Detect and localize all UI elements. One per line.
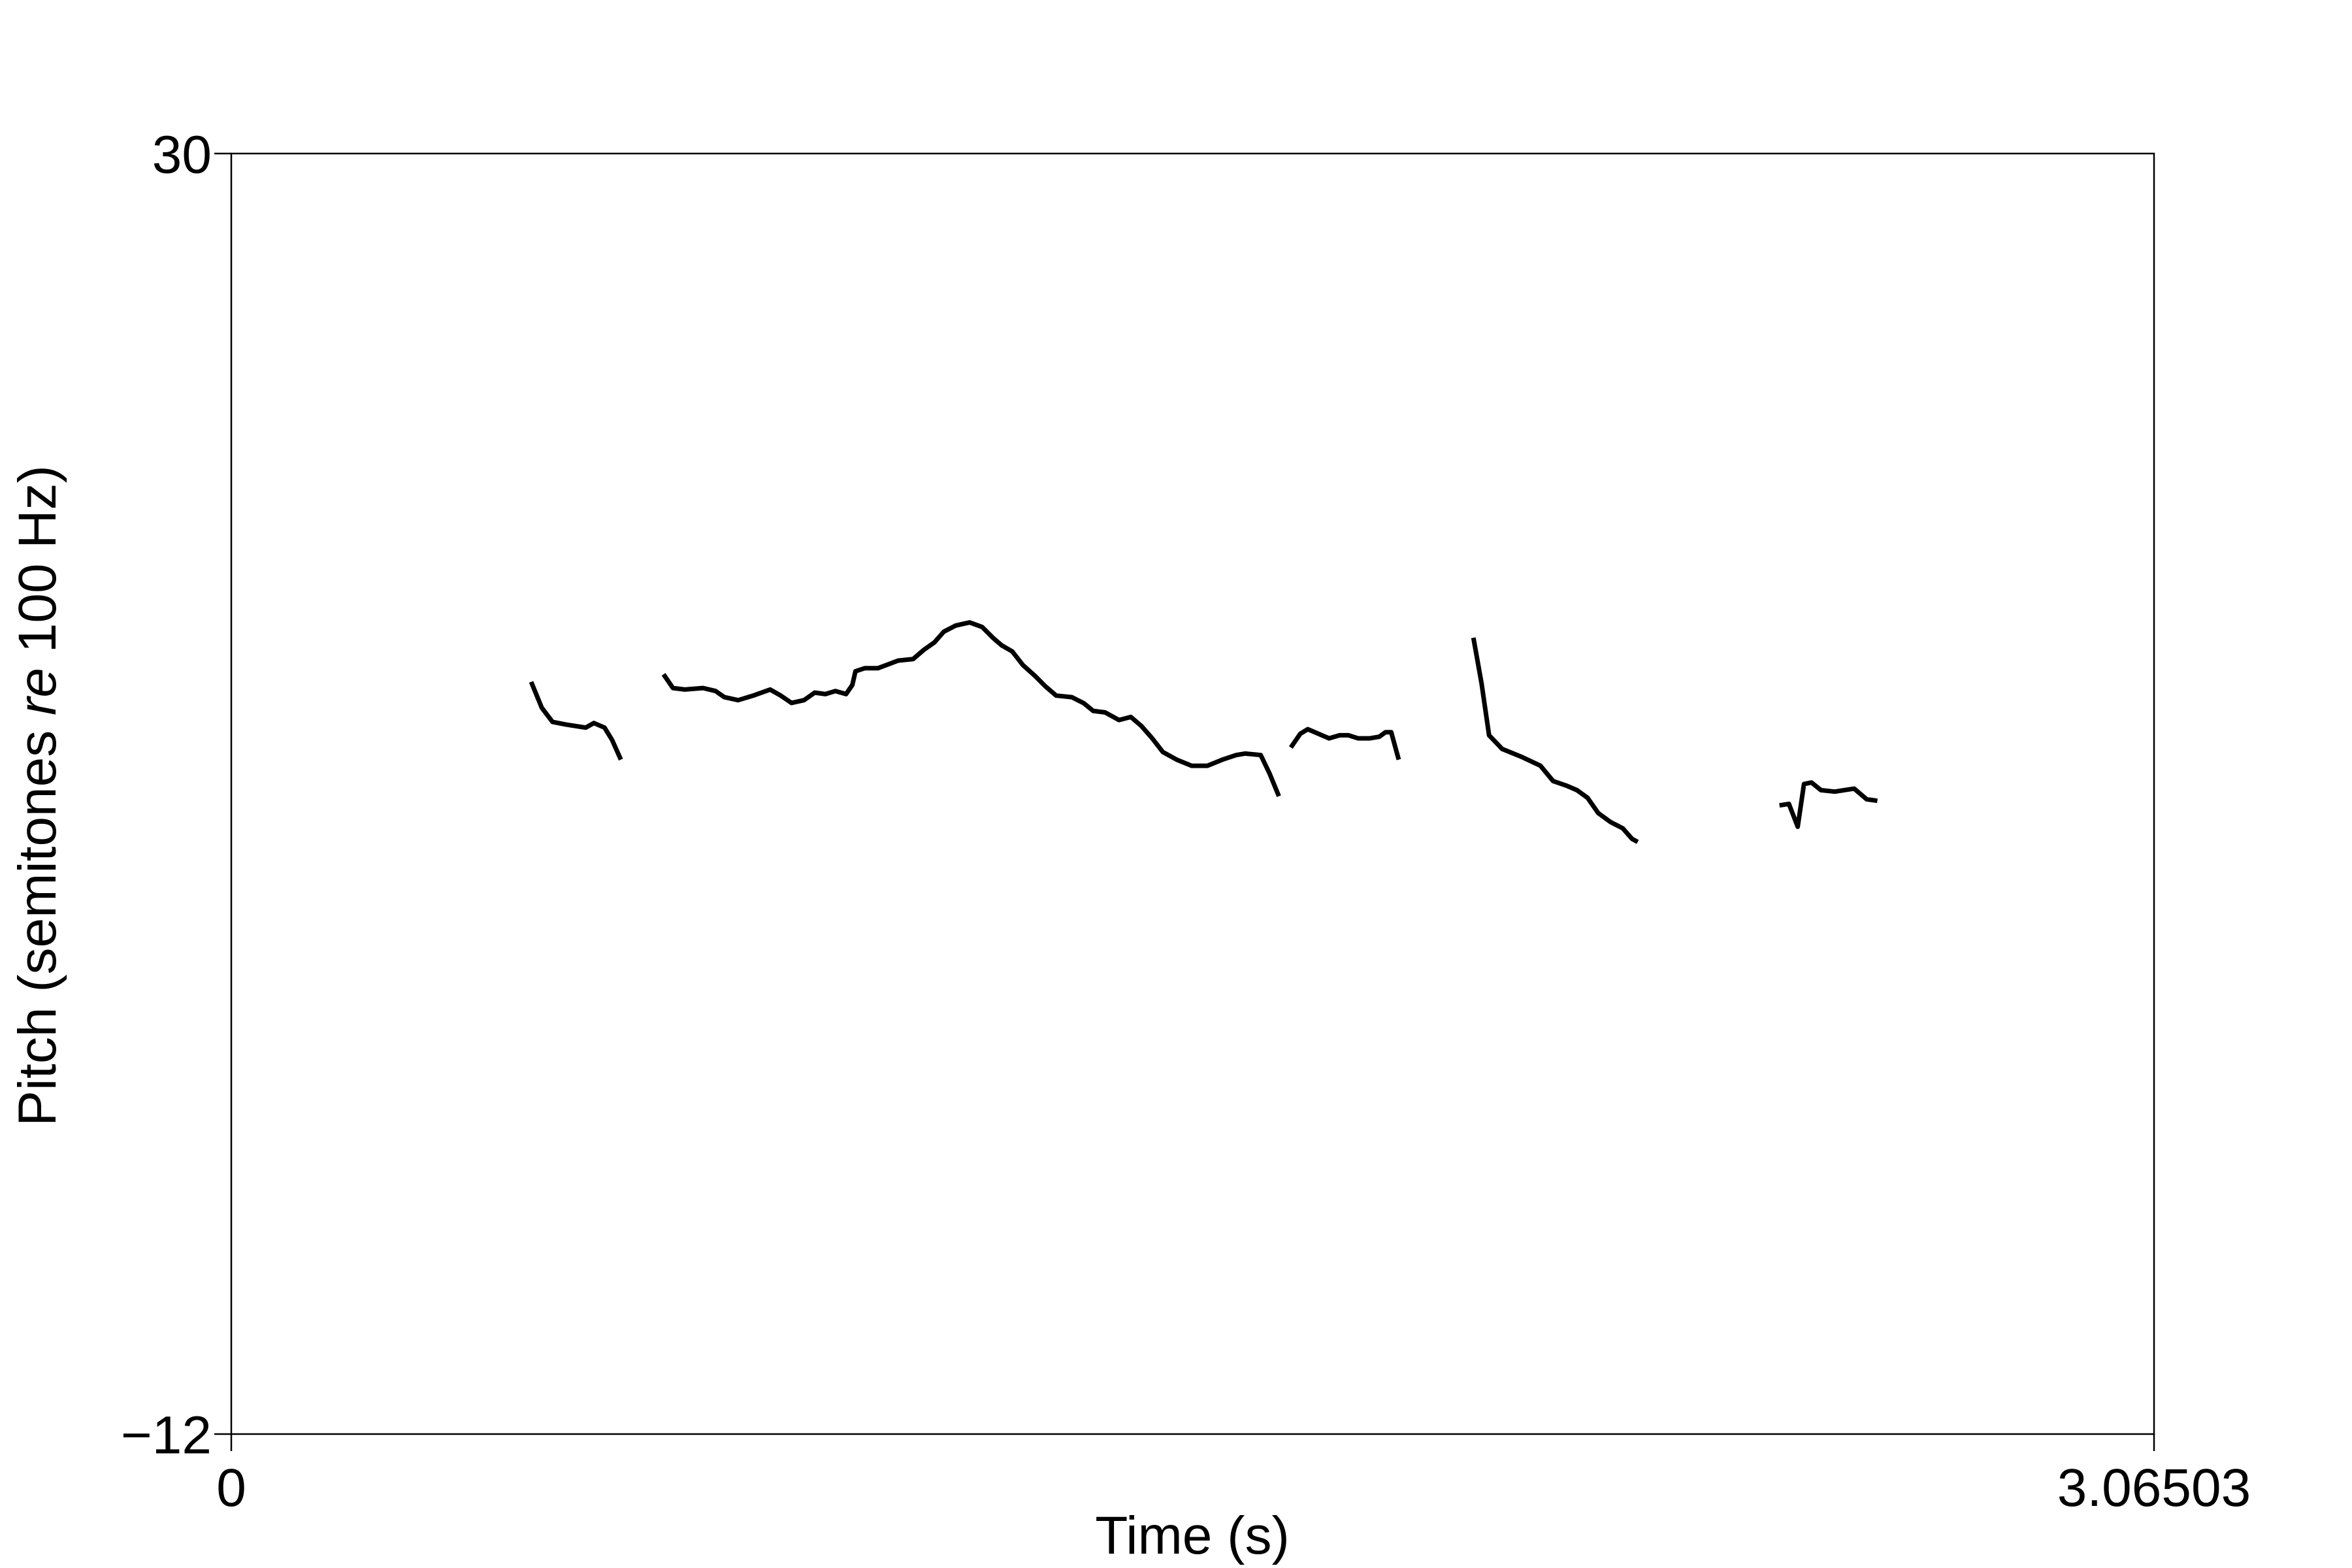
y-axis-label-part: re — [8, 668, 67, 715]
pitch-line — [529, 620, 1878, 844]
x-axis-label: Time (s) — [1095, 1506, 1290, 1565]
x-tick-label: 0 — [216, 1458, 246, 1518]
y-tick-label: −12 — [121, 1406, 212, 1465]
y-axis-label: Pitch (semitones re 100 Hz) — [8, 465, 67, 1126]
y-axis-label-part: 100 Hz) — [8, 465, 67, 668]
x-tick-label: 3.06503 — [2057, 1458, 2251, 1518]
y-tick-label: 30 — [152, 125, 212, 185]
y-axis-label-part: Pitch (semitones — [8, 715, 67, 1126]
plot-frame — [230, 152, 2155, 1435]
